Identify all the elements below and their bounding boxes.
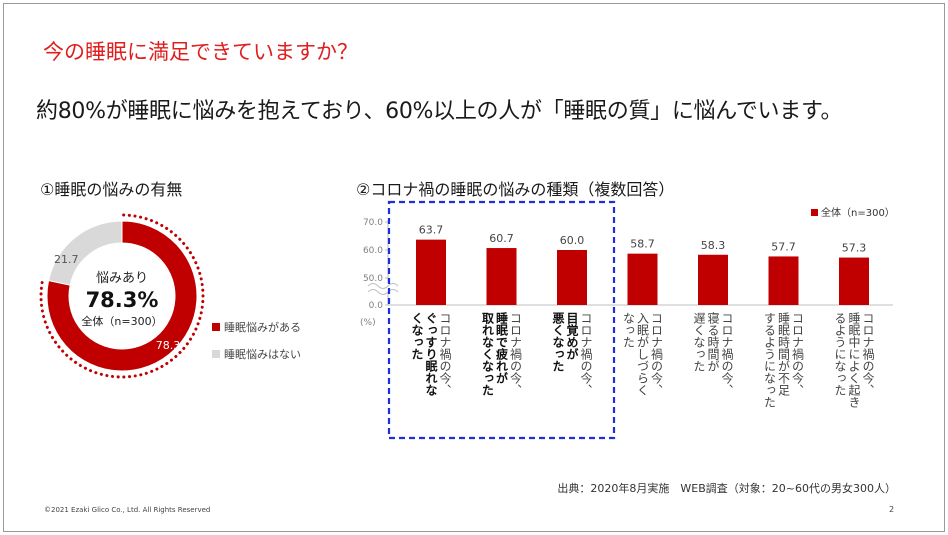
bar-legend-swatch: [811, 209, 818, 216]
category-label-line: コロナ禍の今、: [509, 312, 523, 396]
bar: [768, 256, 799, 305]
category-label-line: 悪くなった: [551, 312, 565, 372]
category-label-line: 取れなくなった: [481, 312, 495, 396]
category-label-line: 遅くなった: [692, 312, 706, 372]
bar-value-label: 60.7: [489, 232, 514, 245]
donut-slice: [48, 220, 123, 286]
donut-legend-item-has-worry: 睡眠悩みがある: [212, 319, 301, 335]
bar-value-label: 63.7: [419, 224, 444, 237]
category-label-line: コロナ禍の今、: [579, 312, 593, 396]
category-label-line: 入眠がしづらく: [636, 312, 650, 396]
donut-center-value: 78.3%: [86, 288, 159, 312]
y-tick-label: 0.0: [369, 301, 384, 311]
category-label-line: るようになった: [833, 312, 847, 396]
category-label-line: なった: [622, 312, 636, 348]
category-label-line: コロナ禍の今、: [791, 312, 805, 396]
category-label-line: コロナ禍の今、: [861, 312, 875, 396]
slide-title: 今の睡眠に満足できていますか？: [43, 40, 358, 64]
donut-slice: [46, 220, 198, 372]
highlight-box: [387, 200, 616, 440]
donut-chart: 78.3 21.7 悩みあり 78.3% 全体（n=300）: [39, 213, 205, 379]
category-label-line: くなった: [410, 312, 424, 360]
y-tick-label: 50.0: [363, 274, 383, 284]
category-label-line: コロナ禍の今、: [720, 312, 734, 396]
bar-legend-label: 全体（n=300）: [821, 206, 895, 219]
bar-value-label: 58.3: [701, 239, 726, 252]
bar: [839, 257, 869, 305]
page-number: 2: [889, 505, 895, 514]
bar-value-label: 57.7: [771, 240, 796, 253]
category-label-line: 睡眠時間が不足: [777, 312, 791, 397]
category-label-line: 睡眠中によく起き: [847, 312, 861, 408]
donut-slice-label: 21.7: [54, 253, 78, 266]
donut-center-label: 悩みあり: [96, 271, 148, 286]
bar-chart: 0.0 50.0 60.0 70.0 (%) 63.7 60.7 60.0 58.7 58.3 5…: [360, 200, 895, 440]
slide-frame: [3, 3, 945, 532]
legend-swatch: [212, 350, 220, 358]
lead-message: 約80%が睡眠に悩みを抱えており、60%以上の人が「睡眠の質」に悩んでいます。: [36, 99, 843, 124]
category-label-line: 寝る時間が: [706, 311, 720, 372]
y-tick-label: 60.0: [363, 246, 383, 256]
bar-value-label: 58.7: [630, 238, 655, 251]
category-label-line: コロナ禍の今、: [650, 312, 664, 396]
donut-center-base: 全体（n=300）: [81, 314, 162, 328]
bar-chart-title: ②コロナ禍の睡眠の悩みの種類（複数回答）: [356, 180, 675, 199]
source-note: 出典：2020年8月実施 WEB調査（対象：20~60代の男女300人）: [557, 482, 896, 495]
bar: [416, 239, 446, 305]
copyright: ©2021 Ezaki Glico Co., Ltd. All Rights R…: [44, 506, 211, 514]
donut-slice-label: 78.3: [156, 339, 181, 352]
axis-break-mark: [367, 283, 399, 289]
axis-break-mark: [367, 289, 399, 295]
legend-swatch: [212, 323, 220, 331]
bar: [698, 254, 728, 305]
donut-legend-item-no-worry: 睡眠悩みはない: [212, 346, 301, 362]
category-label-line: 睡眠で疲れが: [495, 311, 509, 384]
bar: [557, 250, 587, 305]
category-label-line: コロナ禍の今、: [438, 312, 452, 396]
legend-label: 睡眠悩みはない: [224, 348, 301, 361]
category-label-line: 目覚めが: [565, 312, 579, 360]
donut-chart-title: ①睡眠の悩みの有無: [40, 180, 183, 199]
bar-value-label: 60.0: [560, 234, 585, 247]
category-label-line: ぐっすり眠れな: [424, 312, 438, 397]
bar: [486, 248, 517, 305]
bar-value-label: 57.3: [842, 242, 867, 255]
y-axis-unit-label: (%): [360, 318, 376, 328]
y-tick-label: 70.0: [363, 218, 383, 228]
category-label-line: するようになった: [763, 312, 777, 408]
bar: [627, 253, 658, 305]
legend-label: 睡眠悩みがある: [224, 321, 301, 334]
